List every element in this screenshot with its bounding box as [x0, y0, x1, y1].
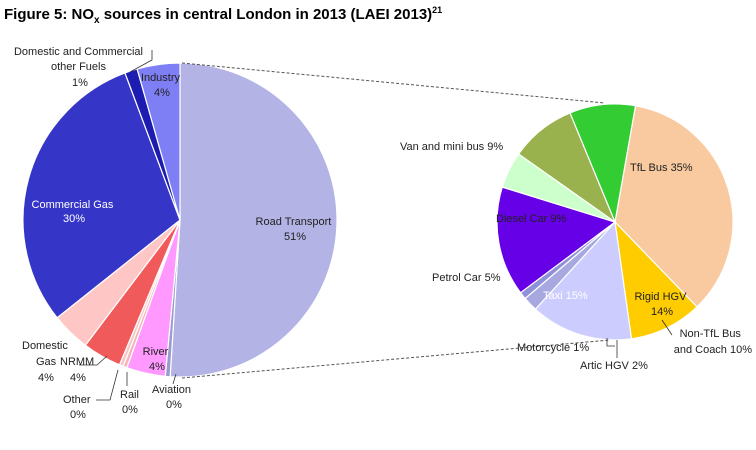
label-commercial-gas-name: Commercial Gas — [32, 199, 114, 211]
title-suffix: sources in central London in 2013 (LAEI … — [99, 6, 433, 23]
label-industry-value: 4% — [154, 87, 170, 99]
road-slice-non-tfl-bus-and-coach — [614, 220, 698, 340]
label-rail-value: 0% — [122, 404, 138, 416]
label-rigid-hgv-value: 14% — [651, 306, 673, 318]
label-taxi: Taxi 15% — [543, 290, 588, 302]
label-river-name: River — [143, 346, 169, 358]
label-domestic-commercial-line2: other Fuels — [51, 61, 107, 73]
label-domestic-line1: Domestic — [22, 340, 68, 352]
leader-aviation — [172, 373, 177, 385]
label-tfl-bus: TfL Bus 35% — [630, 162, 693, 174]
label-river-value: 4% — [149, 361, 165, 373]
leader-other — [96, 369, 119, 401]
label-rigid-hgv-name: Rigid HGV — [634, 291, 687, 303]
road-slice-taxi — [496, 186, 617, 294]
label-motorcycle-value: 1% — [573, 342, 589, 354]
label-petrol-car-name: Petrol Car — [432, 272, 482, 284]
label-industry-name: Industry — [141, 72, 181, 84]
main-pie — [22, 62, 338, 378]
label-other-value: 0% — [70, 409, 86, 421]
label-road-transport-value: 51% — [284, 231, 306, 243]
label-domestic-commercial-value: 1% — [72, 77, 88, 89]
label-artic-hgv: Artic HGV 2% — [580, 360, 648, 372]
label-tfl-bus-value: 35% — [671, 162, 693, 174]
leader-lines — [79, 50, 673, 401]
label-motorcycle: Motorcycle 1% — [517, 342, 589, 354]
label-artic-hgv-name: Artic HGV — [580, 360, 630, 372]
leader-motorcycle — [606, 338, 615, 347]
road-slice-van-and-mini-bus — [569, 103, 637, 225]
connector-bottom — [181, 339, 611, 379]
label-commercial-gas-value: 30% — [63, 213, 85, 225]
label-taxi-value: 15% — [566, 290, 588, 302]
label-industry: Industry 4% — [141, 72, 183, 99]
label-taxi-name: Taxi — [543, 290, 563, 302]
label-van-value: 9% — [487, 141, 503, 153]
label-tfl-bus-name: TfL Bus — [630, 162, 668, 174]
label-artic-hgv-value: 2% — [632, 360, 648, 372]
label-commercial-gas: Commercial Gas 30% — [32, 199, 117, 225]
label-road-transport: Road Transport 51% — [256, 216, 335, 243]
label-aviation-value: 0% — [166, 399, 182, 411]
label-non-tfl-bus-line2: and Coach 10% — [674, 344, 752, 356]
title-subscript: x — [94, 15, 100, 26]
connector-top — [181, 62, 606, 104]
label-river: River 4% — [143, 346, 172, 373]
label-diesel-car-value: 9% — [550, 213, 566, 225]
label-domestic-commercial: Domestic and Commercial other Fuels 1% — [14, 46, 146, 89]
main-slice-industry — [136, 62, 181, 221]
label-petrol-car-value: 5% — [485, 272, 501, 284]
road-slice-rigid-hgv — [534, 220, 633, 341]
label-nrmm-value: 4% — [70, 372, 86, 384]
label-domestic-gas: Gas — [36, 356, 57, 368]
leader-nontfl — [661, 319, 673, 336]
label-other-name: Other — [63, 394, 91, 406]
figure-title: Figure 5: NOx sources in central London … — [4, 5, 442, 26]
road-slice-tfl-bus — [614, 105, 734, 308]
main-slice-road-transport — [169, 62, 338, 378]
title-footnote: 21 — [432, 5, 443, 15]
label-nrmm-name: NRMM — [60, 356, 94, 368]
label-van-name: Van and mini bus — [400, 141, 485, 153]
label-non-tfl-bus: Non-TfL Bus and Coach 10% — [674, 328, 752, 356]
title-prefix: Figure 5: NO — [4, 6, 95, 23]
leader-domestic-commercial — [129, 50, 153, 73]
label-rigid-hgv: Rigid HGV 14% — [634, 291, 689, 318]
label-domestic-commercial-line1: Domestic and Commercial — [14, 46, 143, 58]
label-diesel-car: Diesel Car 9% — [496, 213, 567, 225]
label-van: Van and mini bus 9% — [400, 141, 503, 153]
label-rail-name: Rail — [120, 389, 139, 401]
main-slice-commercial-gas — [22, 72, 181, 319]
leader-nrmm — [79, 355, 108, 366]
label-aviation-name: Aviation — [152, 384, 191, 396]
label-diesel-car-name: Diesel Car — [496, 213, 548, 225]
label-non-tfl-bus-line1: Non-TfL Bus — [680, 328, 742, 340]
road-transport-pie — [496, 103, 734, 341]
label-road-transport-name: Road Transport — [256, 216, 332, 228]
label-domestic-gas-value: 4% — [38, 372, 54, 384]
label-petrol-car: Petrol Car 5% — [432, 272, 501, 284]
label-motorcycle-name: Motorcycle — [517, 342, 570, 354]
